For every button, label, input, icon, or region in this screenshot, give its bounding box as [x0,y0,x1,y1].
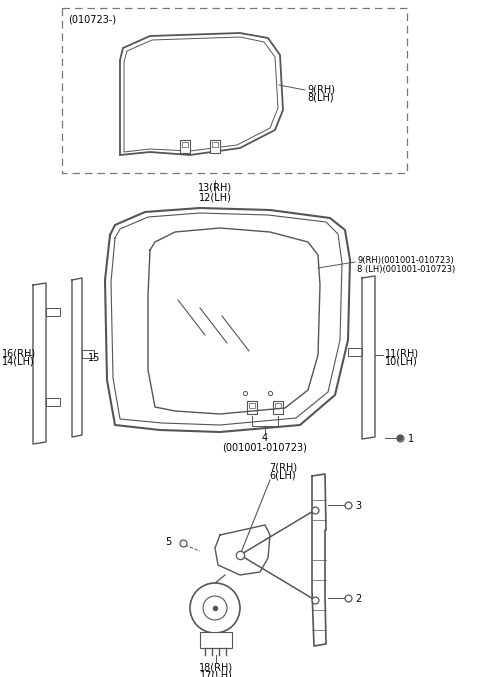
Text: 9(RH): 9(RH) [307,84,335,94]
Text: 1: 1 [408,434,414,444]
Text: 13(RH): 13(RH) [198,183,232,193]
Text: 8 (LH)(001001-010723): 8 (LH)(001001-010723) [357,265,455,274]
Text: 12(LH): 12(LH) [199,192,231,202]
Circle shape [346,596,350,600]
Bar [273,401,283,414]
Text: 10(LH): 10(LH) [385,357,418,367]
Text: 14(LH): 14(LH) [2,357,35,367]
Text: 7(RH): 7(RH) [269,462,297,472]
Text: 16(RH): 16(RH) [2,348,36,358]
Bar [247,401,257,414]
Text: 2: 2 [355,594,361,604]
Bar [182,142,188,147]
Bar [212,142,218,147]
Bar [180,140,190,153]
Text: 17(LH): 17(LH) [200,671,232,677]
Bar [62,8,407,173]
Text: 3: 3 [355,501,361,511]
Bar [348,348,362,356]
Text: 4: 4 [262,433,268,443]
Text: 5: 5 [165,537,171,547]
Bar [200,632,232,648]
Bar [46,308,60,316]
Text: (010723-): (010723-) [68,14,116,24]
Text: 9(RH)(001001-010723): 9(RH)(001001-010723) [357,256,454,265]
Circle shape [180,540,185,546]
Circle shape [397,435,403,441]
Bar [82,350,94,358]
Bar [46,398,60,406]
Text: 11(RH): 11(RH) [385,348,419,358]
Text: 8(LH): 8(LH) [307,93,334,103]
Bar [210,140,220,153]
Text: 6(LH): 6(LH) [270,471,296,481]
Bar [249,403,255,408]
Circle shape [346,502,350,508]
Bar [275,403,281,408]
Text: 18(RH): 18(RH) [199,662,233,672]
Text: 15: 15 [88,353,100,363]
Text: (001001-010723): (001001-010723) [223,442,307,452]
